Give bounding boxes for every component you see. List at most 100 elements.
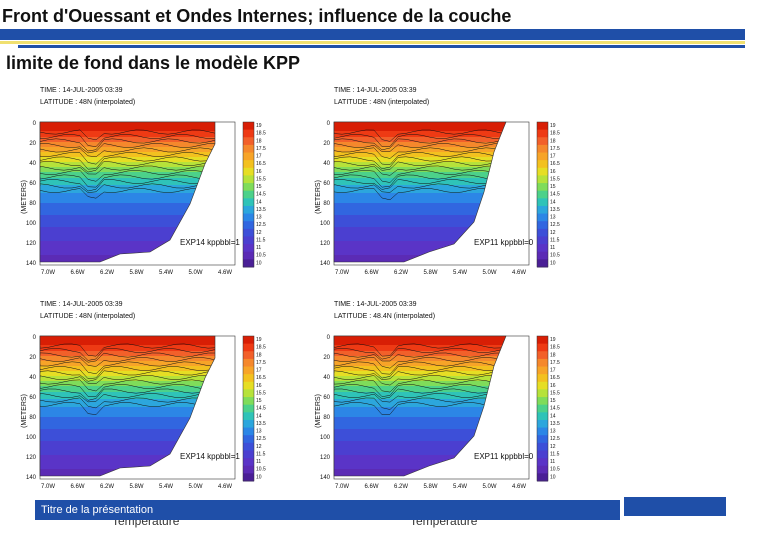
colorbar-label: 17.5	[256, 360, 266, 366]
y-tick-label: 0	[327, 335, 331, 341]
colorbar-swatch	[243, 228, 254, 237]
y-tick-label: 100	[26, 221, 37, 227]
colorbar-swatch	[243, 374, 254, 383]
temperature-band	[334, 137, 506, 143]
y-tick-label: 120	[320, 455, 331, 461]
contour-line	[334, 143, 506, 152]
colorbar-label: 14.5	[550, 406, 560, 412]
slide-title-line2: limite de fond dans le modèle KPP	[6, 53, 301, 73]
colorbar-label: 12	[256, 444, 262, 450]
contour-line	[40, 143, 215, 154]
colorbar-swatch	[243, 366, 254, 375]
x-tick-label: 4.6W	[218, 270, 232, 276]
temperature-panel-top-right: TIME : 14-JUL-2005 03:39 LATITUDE : 48N (…	[312, 82, 562, 282]
contour-line	[334, 129, 506, 142]
temperature-band	[334, 417, 506, 430]
colorbar-label: 10.5	[256, 467, 266, 473]
y-axis-label: (METERS)	[315, 394, 322, 428]
colorbar-swatch	[243, 190, 254, 199]
experiment-label: EXP11 kppbbl=0	[474, 238, 534, 247]
y-tick-label: 80	[323, 415, 330, 421]
colorbar-swatch	[243, 381, 254, 390]
colorbar-label: 19	[256, 337, 262, 343]
section-plot: TIME : 14-JUL-2005 03:39 LATITUDE : 48.4N…	[315, 301, 560, 490]
colorbar-label: 16.5	[550, 161, 560, 167]
temperature-band	[40, 122, 215, 132]
y-tick-label: 20	[29, 141, 36, 147]
colorbar-label: 18.5	[256, 345, 266, 351]
colorbar-swatch	[537, 213, 548, 222]
contour-line	[334, 348, 506, 360]
contour-line	[40, 129, 215, 141]
temperature-band	[40, 407, 215, 418]
panel-latitude-label: LATITUDE : 48N (interpolated)	[40, 99, 135, 106]
temperature-band	[334, 361, 506, 367]
temperature-band	[334, 152, 506, 158]
colorbar-swatch	[243, 419, 254, 429]
colorbar-label: 14.5	[256, 406, 266, 412]
colorbar-label: 16.5	[550, 375, 560, 381]
colorbar-swatch	[243, 122, 254, 131]
colorbar-swatch	[243, 167, 254, 176]
colorbar-swatch	[537, 358, 548, 368]
temperature-band	[334, 429, 506, 442]
colorbar-label: 18.5	[550, 131, 560, 137]
contour-line	[40, 384, 215, 397]
colorbar-swatch	[537, 244, 548, 253]
colorbar-swatch	[537, 183, 548, 192]
x-tick-label: 6.6W	[364, 484, 378, 490]
colorbar-label: 17	[550, 368, 556, 374]
x-tick-label: 5.0W	[188, 484, 202, 490]
colorbar-swatch	[537, 473, 548, 482]
panel-latitude-label: LATITUDE : 48N (interpolated)	[40, 313, 135, 320]
colorbar-swatch	[243, 221, 254, 230]
temperature-band	[334, 392, 506, 400]
panel-latitude-label: LATITUDE : 48.4N (interpolated)	[334, 313, 435, 320]
colorbar-swatch	[243, 389, 254, 398]
contour-line	[40, 370, 215, 382]
colorbar-label: 13.5	[550, 207, 560, 213]
colorbar-label: 13.5	[256, 421, 266, 427]
panel-time-label: TIME : 14-JUL-2005 03:39	[334, 301, 417, 308]
colorbar-swatch	[537, 160, 548, 169]
temperature-panel-bottom-right: TIME : 14-JUL-2005 03:39 LATITUDE : 48.4N…	[312, 296, 562, 496]
temperature-band	[334, 215, 506, 228]
colorbar-label: 10.5	[550, 253, 560, 259]
colorbar-swatch	[243, 144, 254, 154]
contour-line	[40, 348, 215, 361]
colorbar-label: 11.5	[256, 237, 266, 243]
y-tick-label: 120	[26, 455, 37, 461]
temperature-band	[40, 178, 215, 186]
colorbar-swatch	[537, 381, 548, 390]
temperature-band	[40, 167, 215, 173]
y-tick-label: 40	[29, 161, 36, 167]
colorbar-label: 16.5	[256, 161, 266, 167]
colorbar-swatch	[537, 251, 548, 260]
y-tick-label: 100	[26, 435, 37, 441]
temperature-band	[334, 172, 506, 179]
y-tick-label: 140	[320, 261, 331, 267]
colorbar-label: 11.5	[550, 451, 560, 457]
colorbar-label: 15	[550, 398, 556, 404]
contour-line	[334, 357, 506, 369]
temperature-band	[40, 429, 215, 442]
x-tick-label: 7.0W	[335, 270, 349, 276]
colorbar-label: 16	[550, 383, 556, 389]
x-tick-label: 5.4W	[159, 270, 173, 276]
colorbar-label: 16	[550, 169, 556, 175]
x-tick-label: 5.0W	[482, 270, 496, 276]
contour-line	[40, 357, 215, 367]
colorbar-label: 14.5	[256, 192, 266, 198]
header-blue-bar	[0, 29, 745, 40]
colorbar-label: 10.5	[550, 467, 560, 473]
x-tick-label: 5.8W	[129, 270, 143, 276]
y-tick-label: 120	[320, 241, 331, 247]
contour-line	[40, 147, 215, 158]
experiment-label: EXP14 kppbbl=1	[180, 238, 240, 247]
footer-title: Titre de la présentation	[35, 500, 620, 520]
panel-time-label: TIME : 14-JUL-2005 03:39	[40, 87, 123, 94]
header-blue-bar-2	[18, 45, 745, 48]
temperature-band	[40, 381, 215, 387]
contour-line	[40, 388, 215, 401]
colorbar-label: 12	[550, 444, 556, 450]
